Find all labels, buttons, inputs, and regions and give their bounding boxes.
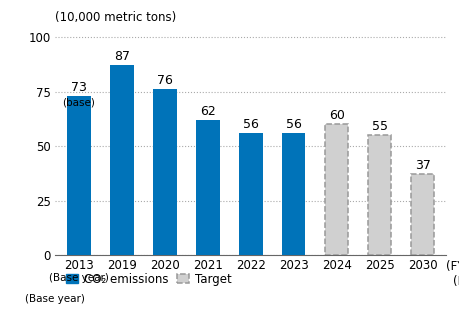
Text: 60: 60 <box>328 109 344 122</box>
Text: 37: 37 <box>414 159 430 172</box>
Text: 55: 55 <box>371 120 387 133</box>
Bar <box>110 65 133 255</box>
Bar <box>281 133 305 255</box>
Text: (FY): (FY) <box>445 260 459 273</box>
Bar <box>367 135 391 255</box>
Text: (Base year): (Base year) <box>25 294 85 304</box>
Text: (base): (base) <box>62 98 95 108</box>
Text: (10,000 metric tons): (10,000 metric tons) <box>55 11 176 24</box>
Bar <box>196 120 219 255</box>
Text: 73: 73 <box>71 81 87 94</box>
Text: 56: 56 <box>242 118 258 131</box>
Bar <box>152 89 176 255</box>
Text: (FY): (FY) <box>452 274 459 287</box>
Bar <box>238 133 262 255</box>
Bar <box>324 124 348 255</box>
Text: 76: 76 <box>157 74 172 87</box>
Bar <box>67 96 90 255</box>
Legend: CO₂ emissions, Target: CO₂ emissions, Target <box>61 268 236 290</box>
Bar <box>410 174 433 255</box>
Text: 62: 62 <box>199 105 215 118</box>
Text: (Base year): (Base year) <box>49 273 108 283</box>
Text: 87: 87 <box>113 50 129 63</box>
Text: 56: 56 <box>285 118 301 131</box>
